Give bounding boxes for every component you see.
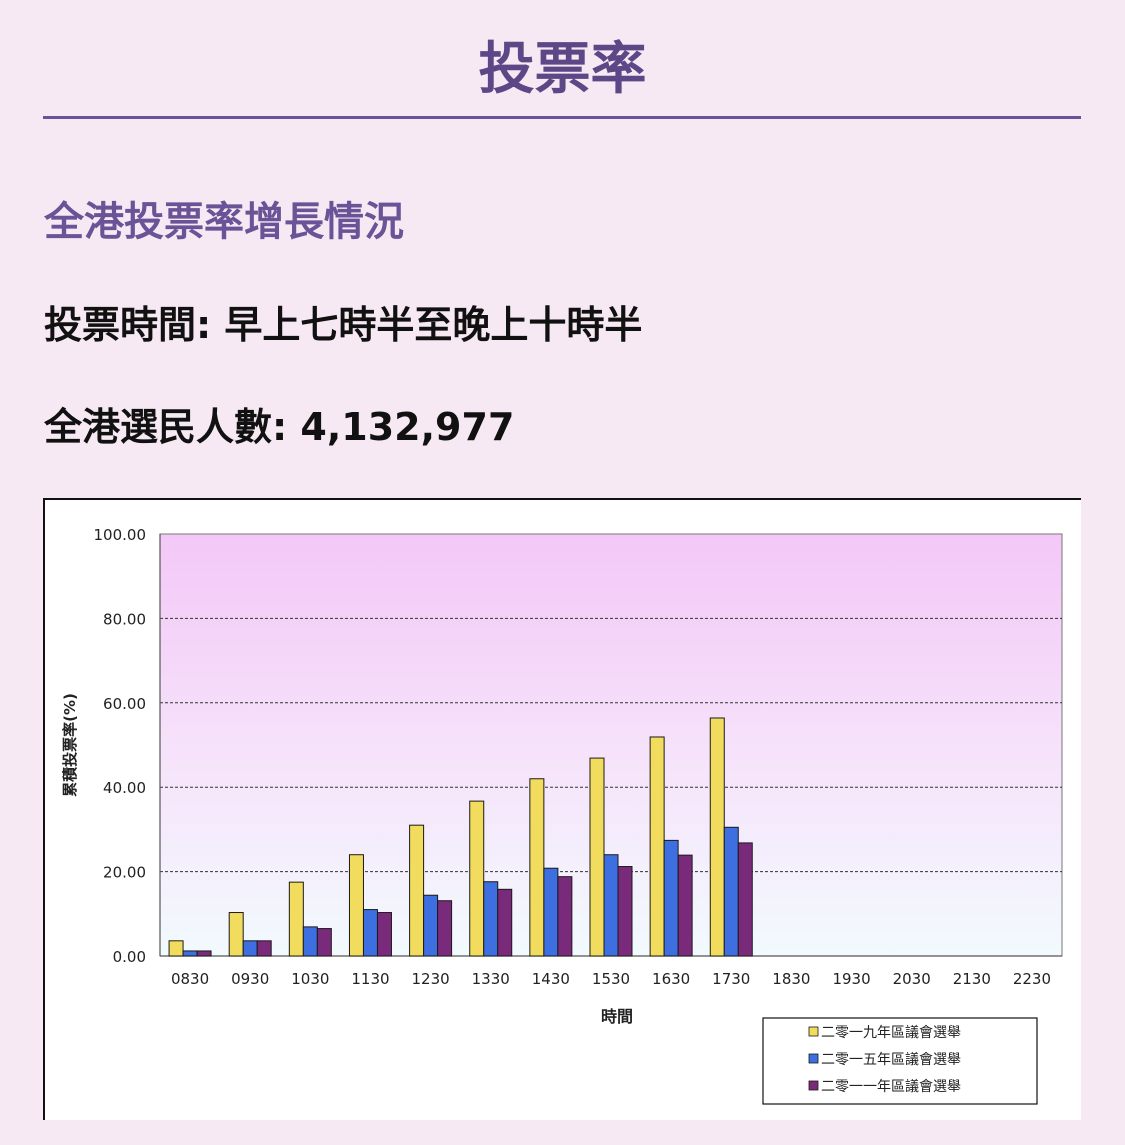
bar <box>649 736 665 957</box>
x-tick-label: 1030 <box>291 970 329 988</box>
bar <box>603 854 619 957</box>
bar <box>529 778 545 957</box>
y-tick-label: 0.00 <box>113 948 146 966</box>
bar <box>617 866 633 957</box>
bar <box>196 950 212 957</box>
bar <box>288 881 304 957</box>
section-heading: 全港投票率增長情況 <box>44 199 404 245</box>
bar <box>469 800 485 957</box>
bar <box>423 894 439 957</box>
bar <box>302 926 318 957</box>
x-tick-label: 2130 <box>953 970 991 988</box>
title-divider <box>43 116 1081 119</box>
x-tick-label: 0930 <box>231 970 269 988</box>
y-tick-label: 40.00 <box>103 779 146 797</box>
legend-label: 二零一五年區議會選舉 <box>821 1051 961 1068</box>
bar <box>497 888 513 957</box>
registered-voters-text: 全港選民人數: 4,132,977 <box>44 405 515 449</box>
x-tick-label: 2030 <box>893 970 931 988</box>
legend-swatch <box>808 1080 819 1091</box>
y-tick-label: 100.00 <box>94 526 147 544</box>
bar <box>168 940 184 957</box>
legend-label: 二零一一年區議會選舉 <box>821 1078 961 1095</box>
bar <box>182 950 198 957</box>
bar <box>376 912 392 957</box>
legend-swatch <box>808 1026 819 1037</box>
voting-hours-text: 投票時間: 早上七時半至晚上十時半 <box>44 303 643 347</box>
x-tick-label: 1630 <box>652 970 690 988</box>
turnout-chart-svg: 0.00 20.00 40.00 60.00 80.00 100.00 0830 0930 10… <box>61 526 1063 1105</box>
x-tick-label: 2230 <box>1013 970 1051 988</box>
bar <box>348 854 364 957</box>
legend-swatch <box>808 1053 819 1064</box>
y-tick-label: 80.00 <box>103 610 146 628</box>
bar <box>256 940 272 957</box>
bar <box>557 876 573 957</box>
x-tick-label: 1930 <box>832 970 870 988</box>
x-tick-label: 0830 <box>171 970 209 988</box>
bar <box>483 881 499 957</box>
bar <box>543 867 559 957</box>
bar <box>437 900 453 957</box>
bar <box>316 928 332 957</box>
x-tick-label: 1130 <box>351 970 389 988</box>
turnout-chart: 0.00 20.00 40.00 60.00 80.00 100.00 0830 0930 10… <box>43 498 1081 1120</box>
y-tick-label: 20.00 <box>103 864 146 882</box>
bar <box>677 854 693 957</box>
bar <box>723 826 739 957</box>
x-tick-label: 1430 <box>532 970 570 988</box>
bar <box>737 842 753 957</box>
bar <box>242 940 258 957</box>
x-tick-label: 1230 <box>412 970 450 988</box>
legend-label: 二零一九年區議會選舉 <box>821 1024 961 1041</box>
bar <box>709 717 725 957</box>
x-tick-label: 1830 <box>772 970 810 988</box>
bar <box>589 757 605 957</box>
y-axis-title: 累積投票率(%) <box>61 693 79 797</box>
bar <box>409 824 425 957</box>
y-tick-label: 60.00 <box>103 695 146 713</box>
x-tick-label: 1730 <box>712 970 750 988</box>
bar <box>362 909 378 957</box>
bar <box>228 912 244 957</box>
bar <box>663 839 679 957</box>
x-tick-label: 1330 <box>472 970 510 988</box>
x-tick-label: 1530 <box>592 970 630 988</box>
x-axis-title: 時間 <box>601 1007 633 1026</box>
page-title: 投票率 <box>478 37 647 102</box>
